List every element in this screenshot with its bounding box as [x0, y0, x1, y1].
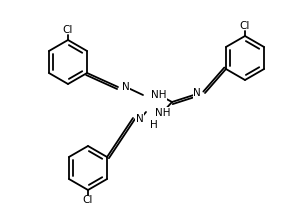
Text: N: N	[122, 82, 130, 92]
Text: NH: NH	[151, 90, 166, 100]
Text: H: H	[150, 120, 158, 130]
Text: Cl: Cl	[240, 21, 250, 31]
Text: NH: NH	[155, 108, 170, 118]
Text: N: N	[136, 114, 144, 124]
Text: Cl: Cl	[63, 25, 73, 35]
Text: N: N	[193, 88, 201, 98]
Text: Cl: Cl	[83, 195, 93, 205]
